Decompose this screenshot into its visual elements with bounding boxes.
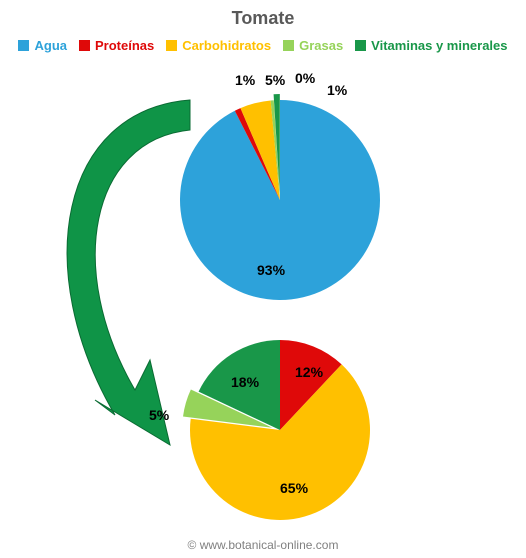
slice-label: 1% bbox=[235, 72, 255, 88]
chart-canvas bbox=[0, 0, 526, 558]
slice-label: 5% bbox=[149, 407, 169, 423]
slice-label: 12% bbox=[295, 364, 323, 380]
slice-label: 65% bbox=[280, 480, 308, 496]
slice-label: 1% bbox=[327, 82, 347, 98]
slice-label: 5% bbox=[265, 72, 285, 88]
slice-label: 0% bbox=[295, 70, 315, 86]
slice-label: 93% bbox=[257, 262, 285, 278]
copyright-text: © www.botanical-online.com bbox=[0, 538, 526, 552]
slice-label: 18% bbox=[231, 374, 259, 390]
